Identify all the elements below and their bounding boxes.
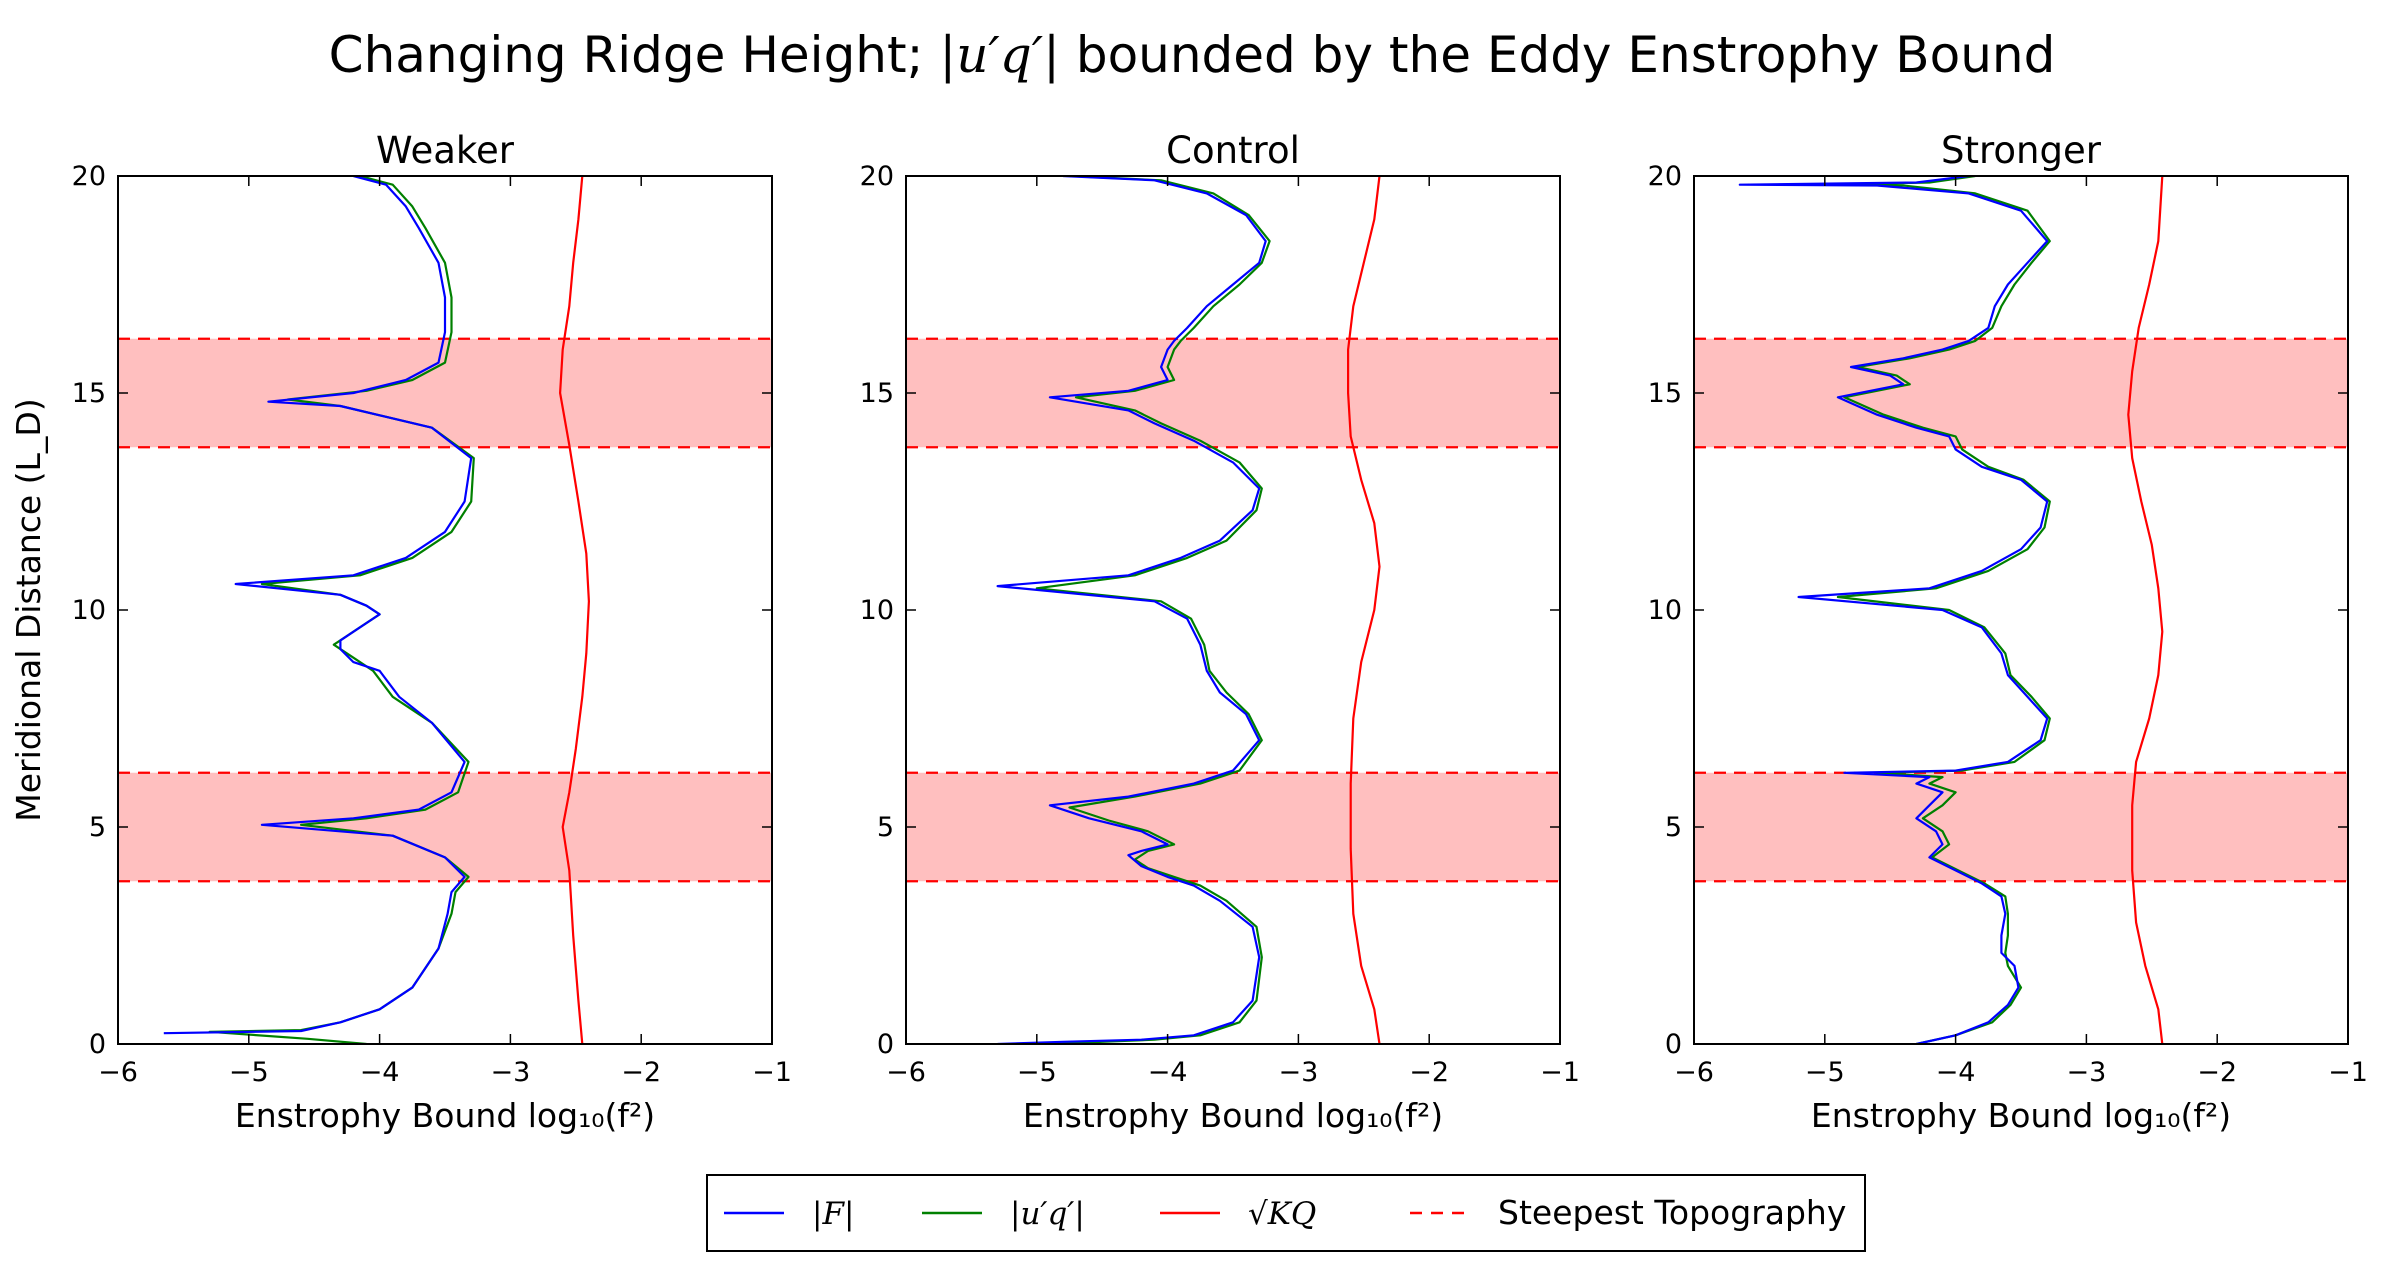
steepest-topography-band [118,338,772,448]
panel-control: −6 −5 −4 −3 −2 −1 0 5 10 15 20 Control Enstrophy Bou… [860,129,1580,1135]
y-tick-label: 15 [860,378,894,409]
x-tick-label: −6 [886,1057,926,1088]
series-line-uq [1035,176,1271,1044]
x-axis-label: Enstrophy Bound log₁₀(f²) [1023,1096,1443,1135]
legend-label-band: Steepest Topography [1498,1193,1846,1232]
x-tick-label: −4 [1936,1057,1976,1088]
x-tick-label: −4 [360,1057,400,1088]
series-line-KQ [1347,176,1381,1044]
y-tick-label: 10 [860,595,894,626]
figure-title-symbol: |u′q′| [939,26,1060,84]
figure-title: Changing Ridge Height; |u′q′| bounded by… [329,26,2056,84]
axes-frame [905,175,1561,1045]
x-tick-label: −6 [98,1057,138,1088]
legend-box [706,1174,1866,1252]
y-tick-label: 5 [89,812,106,843]
y-tick-label: 20 [72,161,106,192]
x-tick-label: −1 [2328,1057,2368,1088]
x-tick-label: −6 [1674,1057,1714,1088]
y-tick-label: 0 [1665,1029,1682,1060]
legend-label-F: |F| [812,1196,854,1232]
y-tick-label: 15 [72,378,106,409]
figure-title-suffix: bounded by the Eddy Enstrophy Bound [1060,26,2055,84]
x-tick-label: −1 [1540,1057,1580,1088]
steepest-topography-band [906,338,1560,448]
legend-label-uq: |u′q′| [1010,1196,1085,1232]
x-tick-label: −5 [229,1057,269,1088]
series-line-KQ [559,176,590,1044]
panel-title: Stronger [1941,129,2102,172]
x-tick-label: −5 [1017,1057,1057,1088]
series-line-F [1738,176,2049,1044]
x-tick-label: −1 [752,1057,792,1088]
series-line-F [163,176,473,1035]
x-tick-label: −3 [490,1057,530,1088]
x-tick-label: −3 [2066,1057,2106,1088]
legend: |F| |u′q′| √KQ Steepest Topography [706,1174,1866,1252]
y-tick-label: 20 [860,161,894,192]
steepest-topography-band [1694,772,2348,882]
x-axis-label: Enstrophy Bound log₁₀(f²) [1811,1096,2231,1135]
x-tick-label: −5 [1805,1057,1845,1088]
x-tick-label: −4 [1148,1057,1188,1088]
x-tick-label: −2 [1409,1057,1449,1088]
figure-title-prefix: Changing Ridge Height; [329,26,940,84]
series-line-uq [208,176,475,1044]
x-axis-label: Enstrophy Bound log₁₀(f²) [235,1096,655,1135]
series-line-KQ [2127,176,2164,1044]
steepest-topography-band [906,772,1560,882]
steepest-topography-band [1694,338,2348,448]
y-tick-label: 0 [89,1029,106,1060]
panel-stronger: −6 −5 −4 −3 −2 −1 0 5 10 15 20 Stronger Enstrophy Bo… [1648,129,2368,1135]
series-line-F [996,176,1267,1044]
y-tick-label: 5 [1665,812,1682,843]
y-tick-label: 10 [72,595,106,626]
panel-weaker: −6 −5 −4 −3 −2 −1 0 5 10 15 20 Weaker Enstrophy Boun… [9,129,792,1135]
y-tick-label: 0 [877,1029,894,1060]
series-line-uq [1836,176,2051,1044]
y-axis-label: Meridional Distance (L_D) [9,398,48,821]
panel-title: Control [1166,129,1300,172]
y-tick-label: 5 [877,812,894,843]
y-tick-label: 10 [1648,595,1682,626]
x-tick-label: −2 [621,1057,661,1088]
axes-frame [1693,175,2349,1045]
y-tick-label: 20 [1648,161,1682,192]
panels: −6 −5 −4 −3 −2 −1 0 5 10 15 20 Weaker Enstrophy Boun… [9,129,2368,1135]
y-tick-label: 15 [1648,378,1682,409]
x-tick-label: −2 [2197,1057,2237,1088]
x-tick-label: −3 [1278,1057,1318,1088]
legend-label-KQ: √KQ [1248,1196,1316,1232]
panel-title: Weaker [376,129,515,172]
steepest-topography-band [118,772,772,882]
